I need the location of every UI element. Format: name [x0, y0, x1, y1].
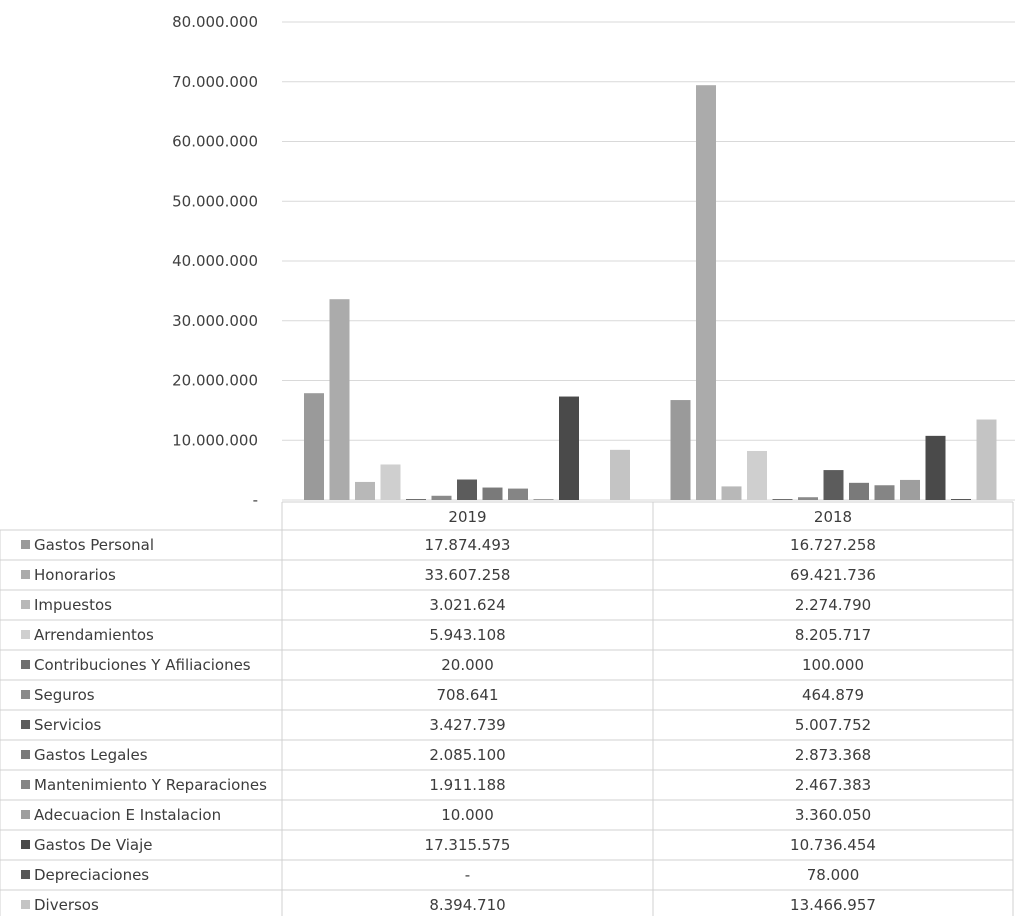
series-name: Mantenimiento Y Reparaciones: [34, 776, 267, 794]
legend-swatch: [21, 720, 30, 729]
data-label: 5.943.108: [429, 626, 505, 644]
bar: [406, 499, 426, 500]
bar: [696, 85, 716, 500]
bar: [721, 486, 742, 500]
gridlines: [282, 21, 1015, 501]
data-label: 20.000: [441, 656, 494, 674]
legend-swatch: [21, 690, 30, 699]
bar: [355, 481, 375, 500]
bar: [431, 495, 452, 500]
series-name: Gastos Legales: [34, 746, 148, 764]
y-tick-label: 40.000.000: [172, 252, 258, 270]
category-label: 2018: [814, 508, 852, 526]
series-name: Contribuciones Y Afiliaciones: [34, 656, 251, 674]
data-label: 2.467.383: [795, 776, 871, 794]
data-label: 33.607.258: [425, 566, 511, 584]
legend-swatch: [21, 750, 30, 759]
bar: [380, 464, 401, 500]
y-tick-label: 80.000.000: [172, 13, 258, 31]
bar: [925, 435, 946, 500]
y-tick-label: 60.000.000: [172, 133, 258, 151]
series-name: Seguros: [34, 686, 95, 704]
data-label: 10.736.454: [790, 836, 876, 854]
legend-swatch: [21, 870, 30, 879]
y-tick-label: 50.000.000: [172, 192, 258, 210]
data-label: 2.873.368: [795, 746, 871, 764]
y-axis-ticks: 80.000.000 70.000.000 60.000.000 50.000.000…: [172, 13, 258, 509]
data-label: 69.421.736: [790, 566, 876, 584]
bar: [482, 487, 503, 500]
bar: [304, 393, 324, 500]
series-name: Gastos De Viaje: [34, 836, 153, 854]
series-name: Arrendamientos: [34, 626, 154, 644]
bar: [533, 499, 554, 500]
legend-swatch: [21, 660, 30, 669]
series-name: Impuestos: [34, 596, 112, 614]
y-tick-label: 30.000.000: [172, 312, 258, 330]
bar: [747, 450, 767, 500]
legend-swatch: [21, 900, 30, 909]
data-label: 2.274.790: [795, 596, 871, 614]
y-tick-label: 10.000.000: [172, 431, 258, 449]
data-label: 10.000: [441, 806, 494, 824]
bar: [559, 396, 579, 500]
data-label: 708.641: [436, 686, 498, 704]
data-label: -: [465, 866, 470, 884]
data-label: 5.007.752: [795, 716, 871, 734]
data-label: 3.021.624: [429, 596, 505, 614]
bar: [874, 485, 895, 500]
legend-swatch: [21, 780, 30, 789]
series-name: Honorarios: [34, 566, 116, 584]
y-tick-label: 20.000.000: [172, 372, 258, 390]
data-label: 13.466.957: [790, 896, 876, 914]
bars: [304, 85, 997, 500]
y-tick-label: 70.000.000: [172, 73, 258, 91]
data-label: 3.427.739: [429, 716, 505, 734]
bar: [670, 400, 691, 500]
y-tick-label: -: [253, 491, 258, 509]
data-label: 16.727.258: [790, 536, 876, 554]
bar: [823, 470, 844, 500]
data-label: 1.911.188: [429, 776, 505, 794]
bar: [951, 499, 971, 500]
series-name: Depreciaciones: [34, 866, 149, 884]
legend-swatch: [21, 630, 30, 639]
legend-swatch: [21, 600, 30, 609]
legend-swatch: [21, 540, 30, 549]
bar: [329, 299, 350, 500]
data-label: 17.874.493: [425, 536, 511, 554]
data-label: 3.360.050: [795, 806, 871, 824]
bar: [457, 479, 477, 500]
bar: [610, 449, 630, 500]
bar: [849, 482, 869, 500]
data-label: 8.205.717: [795, 626, 871, 644]
data-label: 100.000: [802, 656, 864, 674]
legend-swatch: [21, 810, 30, 819]
data-label: 17.315.575: [425, 836, 511, 854]
bar: [798, 497, 818, 500]
data-label: 2.085.100: [429, 746, 505, 764]
legend-swatch: [21, 840, 30, 849]
series-name: Adecuacion E Instalacion: [34, 806, 221, 824]
series-name: Diversos: [34, 896, 99, 914]
category-label: 2019: [448, 508, 486, 526]
bar: [508, 488, 528, 500]
data-label: 8.394.710: [429, 896, 505, 914]
legend-swatch: [21, 570, 30, 579]
series-name: Servicios: [34, 716, 102, 734]
series-name: Gastos Personal: [34, 536, 154, 554]
bar: [772, 499, 793, 500]
data-label: 464.879: [802, 686, 864, 704]
bar: [900, 479, 920, 500]
data-label: 78.000: [807, 866, 860, 884]
data-table: 2019 2018 Gastos Personal 17.874.493 16.727.…: [0, 501, 1014, 916]
bar: [976, 419, 997, 500]
